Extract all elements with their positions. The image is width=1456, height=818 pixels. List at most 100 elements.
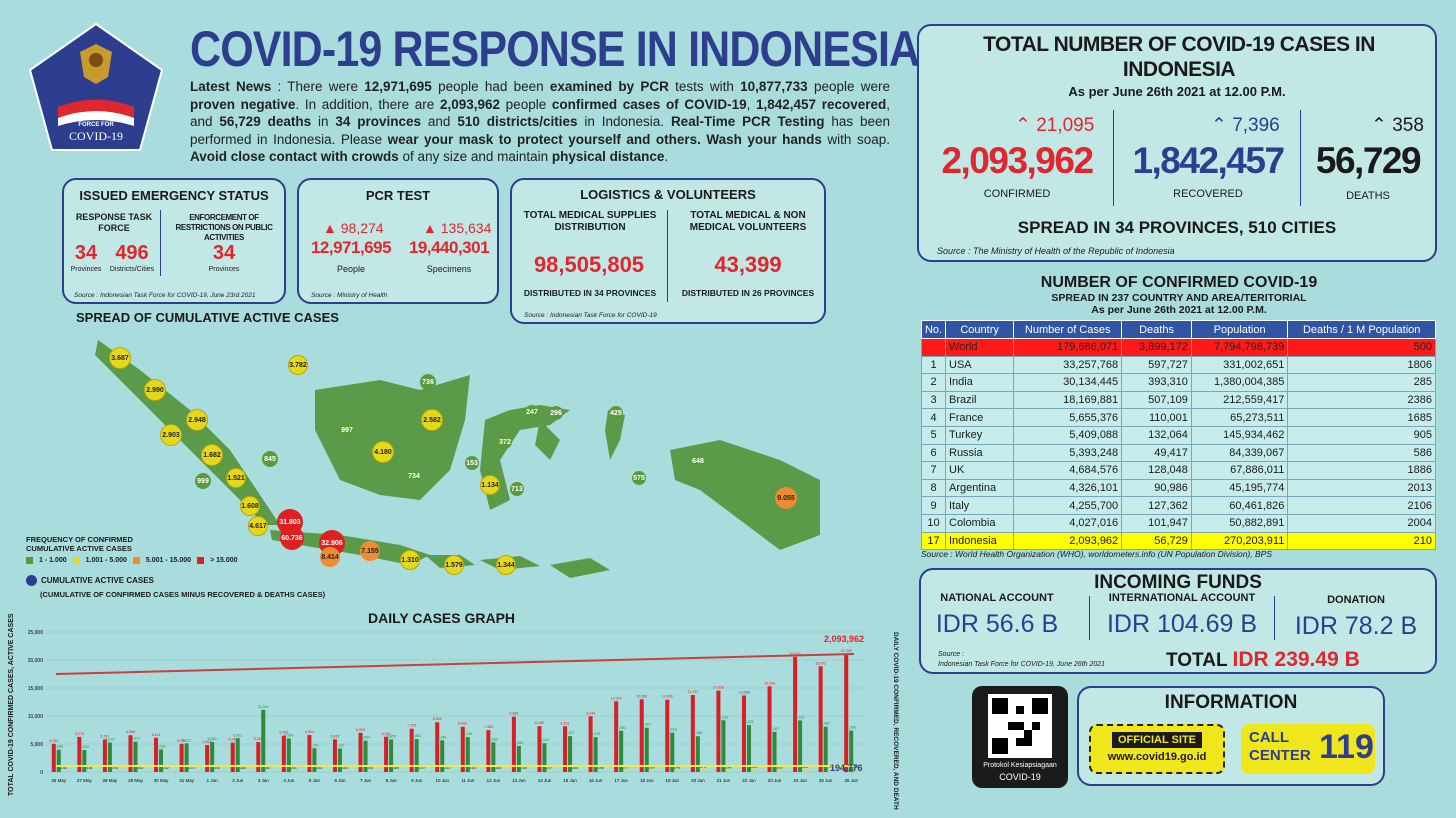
bar-series-1 bbox=[435, 722, 440, 772]
table-cell: 1806 bbox=[1287, 355, 1436, 375]
bar-series-2 bbox=[56, 749, 61, 772]
table-cell: 285 bbox=[1287, 373, 1436, 392]
bar-series-1 bbox=[460, 726, 465, 772]
x-tick-label: 27 May bbox=[77, 778, 93, 783]
bar-series-1 bbox=[332, 739, 337, 772]
map-case-dot: 1.521 bbox=[226, 468, 246, 488]
call-center-button[interactable]: CALL CENTER 119 bbox=[1241, 724, 1375, 774]
data-label: 201 bbox=[291, 766, 297, 770]
data-label: 277 bbox=[623, 765, 629, 769]
graph-ylabel-left: TOTAL COVID-19 CONFIRMED CASES, ACTIVE C… bbox=[8, 613, 15, 796]
bar-series-3 bbox=[547, 770, 552, 772]
qr-code-icon bbox=[988, 694, 1052, 758]
bar-series-3 bbox=[675, 770, 680, 772]
data-label: 5,121 bbox=[182, 738, 191, 742]
volunteers-sub: DISTRIBUTED IN 26 PROVINCES bbox=[681, 288, 815, 298]
bar-series-2 bbox=[772, 731, 777, 772]
bar-series-2 bbox=[159, 749, 164, 772]
bar-series-2 bbox=[107, 742, 112, 772]
supplies-value: 98,505,805 bbox=[533, 252, 645, 277]
data-label: 6,407 bbox=[566, 731, 575, 735]
task-force-label: RESPONSE TASK FORCE bbox=[75, 212, 153, 233]
arrow-up-icon: ⌃ bbox=[1211, 115, 1227, 136]
volunteers-value: 43,399 bbox=[714, 252, 782, 277]
bar-series-1 bbox=[128, 735, 133, 772]
data-label: 7,396 bbox=[847, 726, 856, 730]
x-tick-label: 17 Jun bbox=[614, 778, 628, 783]
bar-series-1 bbox=[230, 742, 235, 772]
map-case-dot: 575 bbox=[632, 471, 646, 485]
data-label: 187 bbox=[265, 766, 271, 770]
table-row: 5 Turkey 5,409,088 132,064 145,934,462 905 bbox=[921, 425, 1436, 445]
x-tick-label: 3 Jun bbox=[258, 778, 270, 783]
data-label: 9,201 bbox=[796, 715, 805, 719]
bar-series-3 bbox=[445, 770, 450, 772]
x-tick-label: 13 Jun bbox=[512, 778, 526, 783]
graph-total-label: 2,093,962 bbox=[824, 634, 865, 644]
data-label: 145 bbox=[214, 766, 220, 770]
data-label: 6,230 bbox=[463, 732, 472, 736]
table-cell: 18,169,881 bbox=[1013, 390, 1123, 410]
qr-card[interactable]: Protokol Kesiapsiagaan COVID-19 bbox=[972, 686, 1068, 788]
bar-series-3 bbox=[624, 770, 629, 772]
bar-series-2 bbox=[823, 726, 828, 772]
data-label: 4,024 bbox=[157, 744, 166, 748]
map-case-dot: 9.055 bbox=[775, 487, 797, 509]
map-case-dot: 1.682 bbox=[201, 444, 223, 466]
table-cell: 905 bbox=[1287, 425, 1436, 445]
table-cell: Brazil bbox=[944, 390, 1015, 410]
table-cell: Italy bbox=[944, 496, 1015, 515]
x-tick-label: 31 May bbox=[179, 778, 195, 783]
table-cell: 4,326,101 bbox=[1013, 478, 1123, 498]
x-tick-label: 6 Jun bbox=[334, 778, 346, 783]
table-cell: 1685 bbox=[1287, 408, 1436, 427]
deaths-increase: ⌃ 358 bbox=[1371, 115, 1424, 136]
recovered-total: 1,842,457 bbox=[1132, 140, 1285, 181]
data-label: 5,883 bbox=[412, 734, 421, 738]
pcr-people-label: People bbox=[336, 264, 366, 274]
table-cell: 67,886,011 bbox=[1190, 461, 1289, 480]
bar-series-3 bbox=[342, 771, 347, 772]
totals-source: Source : The Ministry of Health of the R… bbox=[937, 246, 1175, 256]
table-cell: 3 bbox=[921, 390, 946, 410]
international-value: IDR 104.69 B bbox=[1106, 610, 1258, 638]
table-cell: 56,729 bbox=[1121, 531, 1192, 551]
bar-series-2 bbox=[133, 741, 138, 772]
bar-series-3 bbox=[751, 770, 756, 772]
table-cell: 5 bbox=[921, 425, 946, 445]
bar-series-3 bbox=[394, 770, 399, 772]
donation: DONATION IDR 78.2 B bbox=[1276, 594, 1436, 641]
data-label: 290 bbox=[649, 765, 655, 769]
table-cell: 4,027,016 bbox=[1013, 513, 1123, 533]
table-cell: 65,273,511 bbox=[1190, 408, 1289, 427]
bar-series-3 bbox=[215, 771, 220, 772]
table-cell: 4 bbox=[921, 408, 946, 427]
table-cell: 17 bbox=[921, 531, 946, 551]
world-title: NUMBER OF CONFIRMED COVID-19 bbox=[1040, 274, 1318, 291]
pcr-people-value: 12,971,695 bbox=[310, 238, 392, 257]
national-account: NATIONAL ACCOUNT IDR 56.6 B bbox=[917, 592, 1077, 639]
map-case-dot: 845 bbox=[262, 451, 278, 467]
table-cell: 127,362 bbox=[1121, 496, 1192, 515]
bar-series-3 bbox=[496, 771, 501, 772]
y-tick-label: 15,000 bbox=[28, 686, 44, 692]
spread-text: SPREAD IN 34 PROVINCES, 510 CITIES bbox=[1017, 218, 1337, 237]
restrictions-label: ENFORCEMENT OF RESTRICTIONS ON PUBLIC AC… bbox=[175, 213, 273, 242]
table-header-cell: Deaths bbox=[1121, 320, 1192, 339]
qr-label-2: COVID-19 bbox=[999, 772, 1041, 782]
bar-series-3 bbox=[419, 771, 424, 772]
table-cell: 101,947 bbox=[1121, 513, 1192, 533]
pcr-title: PCR TEST bbox=[365, 188, 431, 203]
map-case-dot: 997 bbox=[339, 422, 355, 438]
official-site-link[interactable]: OFFICIAL SITE www.covid19.go.id bbox=[1089, 724, 1225, 774]
table-header-cell: Number of Cases bbox=[1013, 320, 1123, 339]
x-tick-label: 10 Jun bbox=[435, 778, 449, 783]
bar-series-3 bbox=[189, 771, 194, 772]
cumulative-trend-line bbox=[55, 653, 855, 675]
x-tick-label: 2 Jun bbox=[232, 778, 244, 783]
table-cell: France bbox=[944, 408, 1015, 427]
data-label: 3,934 bbox=[80, 745, 89, 749]
bar-series-3 bbox=[828, 769, 833, 772]
table-header-cell: Population bbox=[1190, 320, 1289, 339]
map-case-dot: 2.948 bbox=[186, 409, 208, 431]
